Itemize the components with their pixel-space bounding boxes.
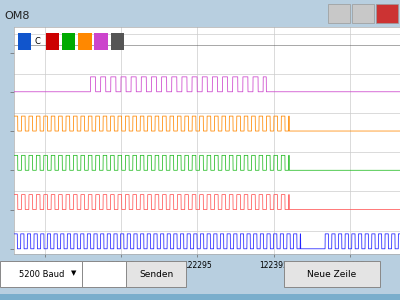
FancyBboxPatch shape bbox=[284, 261, 380, 287]
FancyBboxPatch shape bbox=[78, 33, 92, 50]
FancyBboxPatch shape bbox=[352, 4, 374, 23]
FancyBboxPatch shape bbox=[126, 261, 186, 287]
FancyBboxPatch shape bbox=[110, 33, 124, 50]
FancyBboxPatch shape bbox=[18, 33, 31, 50]
Text: ▼: ▼ bbox=[71, 271, 77, 277]
FancyBboxPatch shape bbox=[62, 33, 75, 50]
FancyBboxPatch shape bbox=[328, 4, 350, 23]
FancyBboxPatch shape bbox=[0, 261, 84, 287]
FancyBboxPatch shape bbox=[376, 4, 398, 23]
Text: 5200 Baud: 5200 Baud bbox=[19, 270, 65, 279]
FancyBboxPatch shape bbox=[82, 261, 130, 287]
Text: C: C bbox=[34, 37, 40, 46]
Text: Neue Zeile: Neue Zeile bbox=[307, 270, 357, 279]
Text: Senden: Senden bbox=[139, 270, 173, 279]
Text: OM8: OM8 bbox=[4, 11, 30, 21]
FancyBboxPatch shape bbox=[94, 33, 108, 50]
FancyBboxPatch shape bbox=[0, 294, 400, 300]
FancyBboxPatch shape bbox=[46, 33, 59, 50]
